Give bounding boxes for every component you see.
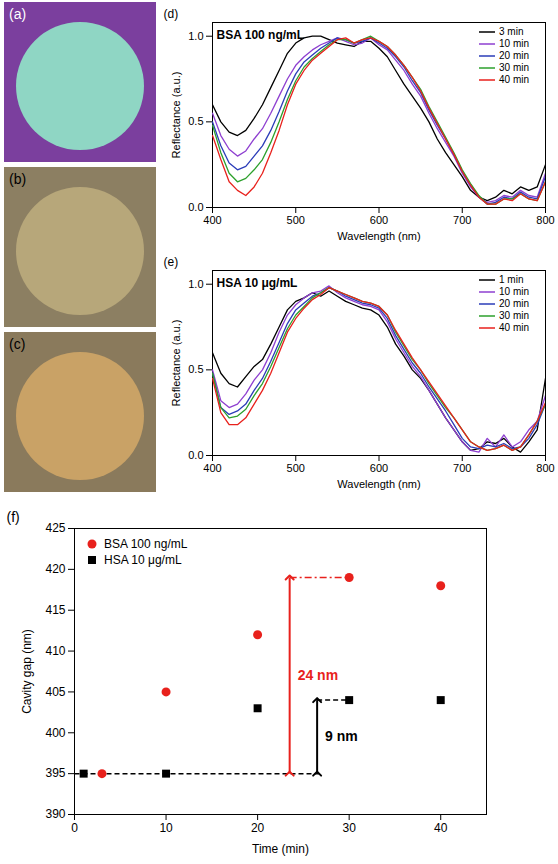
svg-text:1.0: 1.0: [188, 278, 203, 290]
svg-text:0.5: 0.5: [188, 115, 203, 127]
svg-text:600: 600: [370, 214, 388, 226]
svg-text:9 nm: 9 nm: [325, 728, 358, 744]
svg-text:40: 40: [434, 821, 448, 835]
svg-text:420: 420: [45, 562, 65, 576]
svg-text:500: 500: [287, 214, 305, 226]
svg-text:1.0: 1.0: [188, 30, 203, 42]
svg-text:20: 20: [251, 821, 265, 835]
svg-text:425: 425: [45, 521, 65, 535]
html-text:20 min: 20 min: [499, 298, 529, 309]
svg-text:Cavity gap (nm): Cavity gap (nm): [20, 629, 34, 714]
svg-text:800: 800: [536, 462, 554, 474]
svg-text:410: 410: [45, 644, 65, 658]
svg-text:415: 415: [45, 603, 65, 617]
svg-text:700: 700: [453, 214, 471, 226]
svg-text:400: 400: [45, 726, 65, 740]
svg-text:Reflectance (a.u.): Reflectance (a.u.): [170, 320, 182, 407]
svg-text:Wavelength (nm): Wavelength (nm): [337, 230, 420, 242]
svg-text:Reflectance (a.u.): Reflectance (a.u.): [170, 72, 182, 159]
svg-text:24 nm: 24 nm: [298, 667, 338, 683]
html-text:3 min: 3 min: [499, 26, 524, 37]
svg-text:390: 390: [45, 807, 65, 821]
html-text:30 min: 30 min: [499, 62, 529, 73]
svg-text:500: 500: [287, 462, 305, 474]
svg-text:0.0: 0.0: [188, 449, 203, 461]
svg-text:0.0: 0.0: [188, 201, 203, 213]
svg-text:700: 700: [453, 462, 471, 474]
svg-text:405: 405: [45, 685, 65, 699]
svg-text:(f): (f): [7, 509, 20, 525]
svg-text:(c): (c): [9, 336, 25, 352]
svg-text:400: 400: [203, 214, 221, 226]
svg-text:0.5: 0.5: [188, 363, 203, 375]
svg-text:BSA 100 ng/mL: BSA 100 ng/mL: [217, 28, 305, 42]
svg-text:Time (min): Time (min): [252, 842, 309, 856]
svg-text:400: 400: [203, 462, 221, 474]
svg-text:395: 395: [45, 766, 65, 780]
html-text:10 min: 10 min: [499, 286, 529, 297]
svg-text:HSA 10 μg/mL: HSA 10 μg/mL: [217, 276, 298, 290]
svg-text:800: 800: [536, 214, 554, 226]
html-text:30 min: 30 min: [499, 310, 529, 321]
html-text:HSA 10 μg/mL: HSA 10 μg/mL: [104, 553, 182, 567]
html-text:40 min: 40 min: [499, 74, 529, 85]
svg-text:(d): (d): [164, 7, 179, 21]
svg-text:0: 0: [71, 821, 78, 835]
html-text:40 min: 40 min: [499, 322, 529, 333]
svg-text:(a): (a): [9, 6, 26, 22]
svg-text:30: 30: [342, 821, 356, 835]
svg-text:Wavelength (nm): Wavelength (nm): [337, 478, 420, 490]
html-text:20 min: 20 min: [499, 50, 529, 61]
svg-text:(b): (b): [9, 171, 26, 187]
svg-text:(e): (e): [164, 255, 179, 269]
html-text:10 min: 10 min: [499, 38, 529, 49]
html-text:1 min: 1 min: [499, 274, 524, 285]
html-text:BSA 100 ng/mL: BSA 100 ng/mL: [104, 537, 188, 551]
svg-text:10: 10: [159, 821, 173, 835]
svg-text:600: 600: [370, 462, 388, 474]
